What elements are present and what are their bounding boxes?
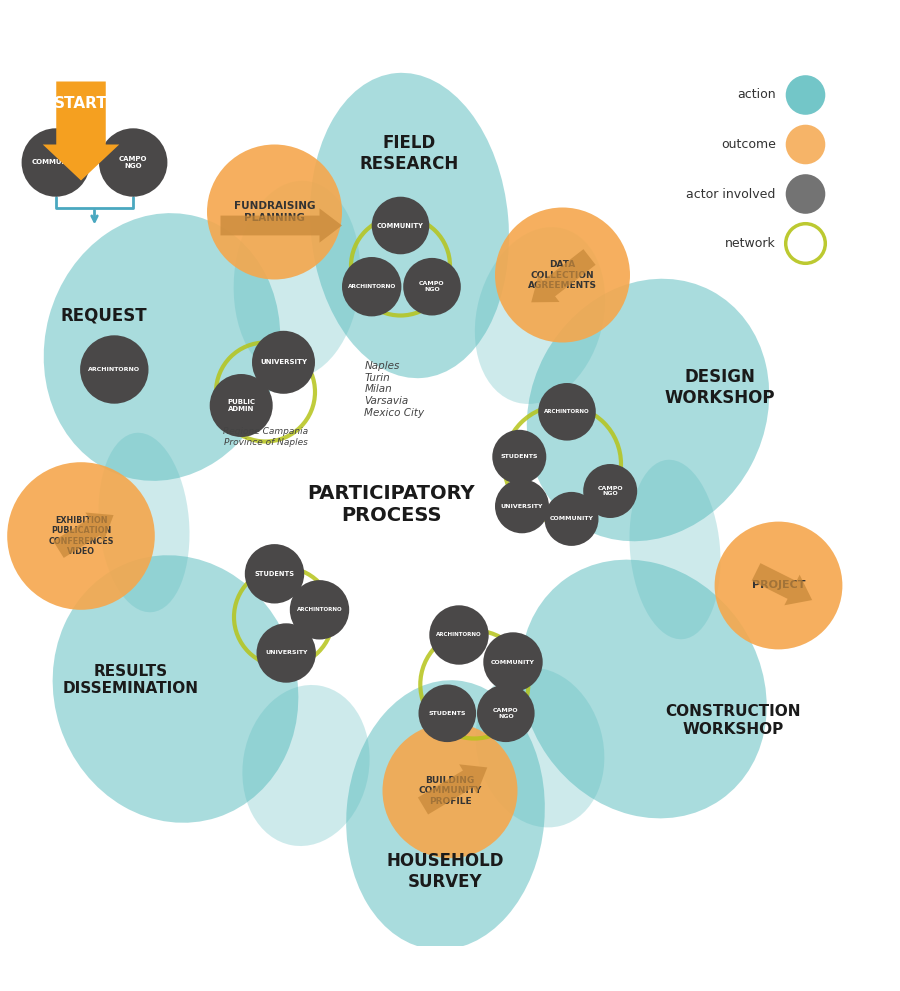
Text: START: START	[54, 96, 108, 112]
Text: PARTICIPATORY
PROCESS: PARTICIPATORY PROCESS	[308, 484, 475, 525]
Circle shape	[207, 145, 342, 279]
FancyArrow shape	[418, 764, 487, 815]
Circle shape	[715, 521, 842, 649]
Ellipse shape	[234, 180, 360, 379]
Text: action: action	[737, 88, 776, 101]
Ellipse shape	[526, 278, 770, 541]
Circle shape	[22, 128, 90, 196]
Ellipse shape	[44, 213, 280, 481]
Circle shape	[495, 207, 630, 343]
Text: COMMUNITY: COMMUNITY	[550, 516, 593, 521]
FancyArrow shape	[531, 249, 596, 302]
FancyArrow shape	[42, 81, 119, 180]
Circle shape	[7, 462, 155, 609]
Circle shape	[786, 174, 825, 214]
Ellipse shape	[242, 685, 370, 846]
Text: Regione Campania
Province of Naples: Regione Campania Province of Naples	[223, 427, 308, 447]
Text: FIELD
RESEARCH: FIELD RESEARCH	[360, 134, 459, 172]
Text: CAMPO
NGO: CAMPO NGO	[419, 281, 445, 292]
Circle shape	[418, 685, 476, 742]
FancyArrow shape	[220, 208, 342, 243]
Ellipse shape	[475, 668, 605, 827]
FancyArrow shape	[53, 512, 113, 558]
Text: ARCHINTORNO: ARCHINTORNO	[544, 409, 590, 414]
Text: ARCHINTORNO: ARCHINTORNO	[88, 367, 140, 372]
Text: REQUEST: REQUEST	[60, 306, 147, 324]
Circle shape	[245, 544, 304, 604]
Circle shape	[99, 128, 167, 196]
Circle shape	[583, 464, 637, 518]
Text: actor involved: actor involved	[687, 187, 776, 200]
Circle shape	[492, 430, 546, 484]
Circle shape	[429, 606, 489, 665]
Ellipse shape	[475, 227, 605, 404]
Circle shape	[210, 374, 273, 437]
Text: ARCHINTORNO: ARCHINTORNO	[297, 607, 342, 612]
Text: COMMUNITY: COMMUNITY	[377, 223, 424, 229]
Text: CAMPO
NGO: CAMPO NGO	[598, 486, 623, 496]
Ellipse shape	[98, 433, 190, 612]
Text: PUBLIC
ADMIN: PUBLIC ADMIN	[227, 399, 256, 412]
Ellipse shape	[346, 680, 544, 949]
Circle shape	[786, 75, 825, 115]
Ellipse shape	[310, 72, 509, 379]
Text: CONSTRUCTION
WORKSHOP: CONSTRUCTION WORKSHOP	[666, 705, 801, 736]
Text: Naples
Turin
Milan
Varsavia
Mexico City: Naples Turin Milan Varsavia Mexico City	[364, 361, 425, 417]
Circle shape	[495, 480, 549, 533]
Circle shape	[252, 331, 315, 393]
Text: COMMUNITY: COMMUNITY	[491, 659, 535, 665]
Circle shape	[483, 632, 543, 692]
Text: STUDENTS: STUDENTS	[500, 454, 538, 459]
Circle shape	[403, 258, 461, 315]
Ellipse shape	[520, 560, 767, 819]
Text: outcome: outcome	[721, 138, 776, 151]
Circle shape	[290, 580, 349, 639]
Text: EXHIBITION
PUBLICATION
CONFERENCES
VIDEO: EXHIBITION PUBLICATION CONFERENCES VIDEO	[49, 516, 113, 556]
Text: ARCHINTORNO: ARCHINTORNO	[436, 632, 482, 637]
Circle shape	[372, 196, 429, 255]
Ellipse shape	[52, 555, 299, 823]
Text: STUDENTS: STUDENTS	[428, 711, 466, 716]
Text: CAMPO
NGO: CAMPO NGO	[493, 708, 518, 718]
Text: STUDENTS: STUDENTS	[255, 571, 294, 577]
Circle shape	[538, 383, 596, 441]
FancyArrow shape	[752, 563, 812, 606]
Circle shape	[256, 623, 316, 683]
Circle shape	[477, 685, 535, 742]
Text: UNIVERSITY: UNIVERSITY	[500, 503, 544, 508]
Text: BUILDING
COMMUNITY
PROFILE: BUILDING COMMUNITY PROFILE	[418, 776, 482, 806]
Text: network: network	[725, 237, 776, 250]
Text: DATA
COLLECTION
AGREEMENTS: DATA COLLECTION AGREEMENTS	[528, 260, 597, 290]
Ellipse shape	[629, 460, 721, 639]
Circle shape	[544, 492, 598, 546]
Text: PROJECT: PROJECT	[752, 581, 806, 591]
Text: DESIGN
WORKSHOP: DESIGN WORKSHOP	[665, 368, 775, 407]
Circle shape	[786, 125, 825, 165]
Circle shape	[382, 723, 518, 858]
Text: RESULTS
DISSEMINATION: RESULTS DISSEMINATION	[62, 664, 199, 697]
Text: HOUSEHOLD
SURVEY: HOUSEHOLD SURVEY	[387, 852, 504, 891]
Text: CAMPO
NGO: CAMPO NGO	[119, 156, 148, 169]
Circle shape	[342, 257, 401, 316]
Text: ARCHINTORNO: ARCHINTORNO	[347, 284, 396, 289]
Text: FUNDRAISING
PLANNING: FUNDRAISING PLANNING	[234, 201, 315, 223]
Text: UNIVERSITY: UNIVERSITY	[265, 650, 308, 655]
Text: UNIVERSITY: UNIVERSITY	[260, 360, 307, 366]
Text: COMMUNITY: COMMUNITY	[32, 160, 80, 165]
Circle shape	[80, 335, 148, 403]
